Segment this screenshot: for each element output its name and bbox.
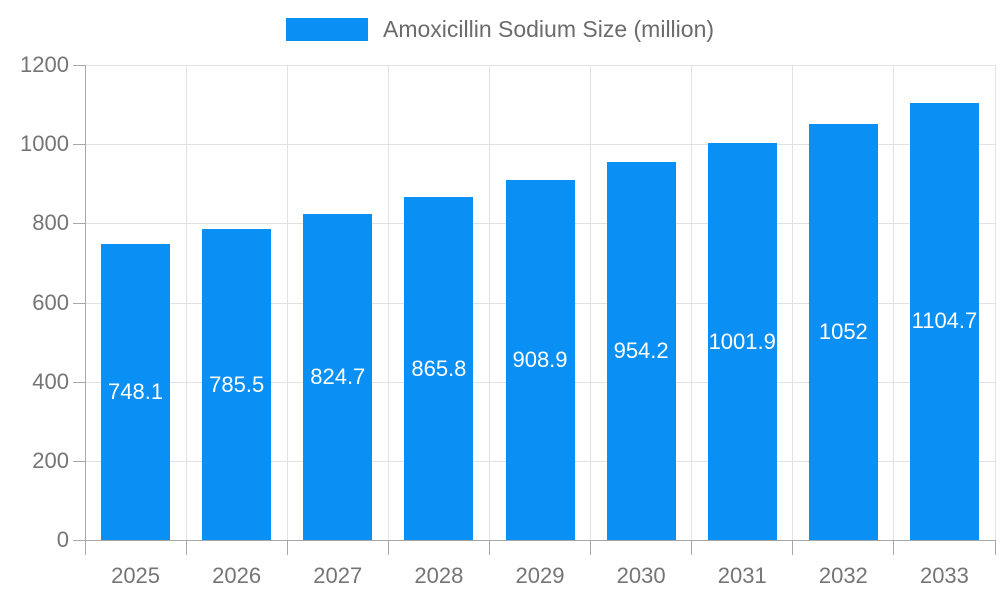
x-axis-label: 2033: [919, 563, 969, 588]
gridline-vertical: [286, 65, 288, 540]
y-axis-label: 600: [32, 289, 69, 315]
gridline-horizontal: [85, 144, 995, 146]
x-axis-tick: [185, 540, 187, 555]
y-axis-tick: [73, 65, 85, 66]
bar: 1104.7: [909, 102, 979, 540]
y-axis-tick: [73, 144, 85, 146]
bar: 748.1: [101, 243, 171, 540]
gridline-vertical: [488, 65, 490, 540]
gridline-vertical: [185, 65, 187, 540]
y-axis-label: 400: [32, 368, 69, 394]
y-axis-label: 1000: [20, 131, 69, 157]
y-axis-tick: [73, 460, 85, 462]
x-axis-tick: [286, 540, 288, 555]
bar: 954.2: [606, 162, 676, 540]
bar-value-label: 865.8: [411, 355, 467, 381]
bar-value-label: 908.9: [512, 347, 568, 373]
bar-value-label: 1104.7: [911, 308, 978, 334]
bar: 908.9: [505, 180, 575, 540]
x-axis-label: 2031: [717, 563, 767, 588]
gridline-vertical: [994, 65, 996, 540]
x-axis-label: 2030: [616, 563, 666, 588]
bar-value-label: 824.7: [310, 363, 366, 389]
x-axis-tick: [691, 540, 693, 555]
x-axis-tick: [387, 540, 389, 555]
x-axis-line: [85, 540, 995, 541]
x-axis-label: 2029: [515, 563, 565, 588]
bar-value-label: 748.1: [108, 378, 164, 404]
legend-item[interactable]: Amoxicillin Sodium Size (million): [0, 18, 1000, 41]
gridline-vertical: [893, 65, 895, 540]
gridline-vertical: [590, 65, 592, 540]
bar: 785.5: [202, 229, 272, 540]
y-axis-tick: [73, 223, 85, 225]
x-axis-tick: [893, 540, 895, 555]
bar: 824.7: [303, 213, 373, 540]
bar-value-label: 954.2: [613, 338, 669, 364]
y-axis-tick: [73, 540, 85, 541]
y-axis-label: 200: [32, 447, 69, 473]
y-axis-line: [85, 65, 86, 555]
x-axis-label: 2025: [111, 563, 161, 588]
bar: 1001.9: [707, 143, 777, 540]
bar: 865.8: [404, 197, 474, 540]
plot-area: 0 200 400 600 800 1000 1200 2025 2026 2027 2028 202…: [20, 54, 996, 587]
bar-value-label: 785.5: [209, 371, 265, 397]
gridline-vertical: [387, 65, 389, 540]
x-axis-tick: [994, 540, 996, 555]
x-axis-tick: [792, 540, 794, 555]
x-axis-label: 2028: [414, 563, 464, 588]
bar: 1052: [808, 123, 878, 540]
bar-value-label: 1052: [818, 318, 868, 344]
y-axis-tick: [73, 381, 85, 383]
x-axis-tick: [488, 540, 490, 555]
gridline-vertical: [792, 65, 794, 540]
gridline-vertical: [691, 65, 693, 540]
y-axis-label: 0: [56, 527, 69, 552]
y-axis-tick: [73, 302, 85, 304]
bar-value-label: 1001.9: [708, 328, 776, 354]
legend-swatch: [285, 18, 368, 41]
x-axis-label: 2026: [212, 563, 262, 588]
x-axis-label: 2027: [313, 563, 363, 588]
x-axis-tick: [590, 540, 592, 555]
y-axis-label: 800: [32, 210, 69, 236]
x-axis-label: 2032: [818, 563, 868, 588]
x-axis-tick: [84, 540, 86, 555]
gridline-horizontal: [85, 65, 995, 66]
legend-label: Amoxicillin Sodium Size (million): [382, 16, 715, 42]
y-axis-label: 1200: [20, 52, 69, 77]
